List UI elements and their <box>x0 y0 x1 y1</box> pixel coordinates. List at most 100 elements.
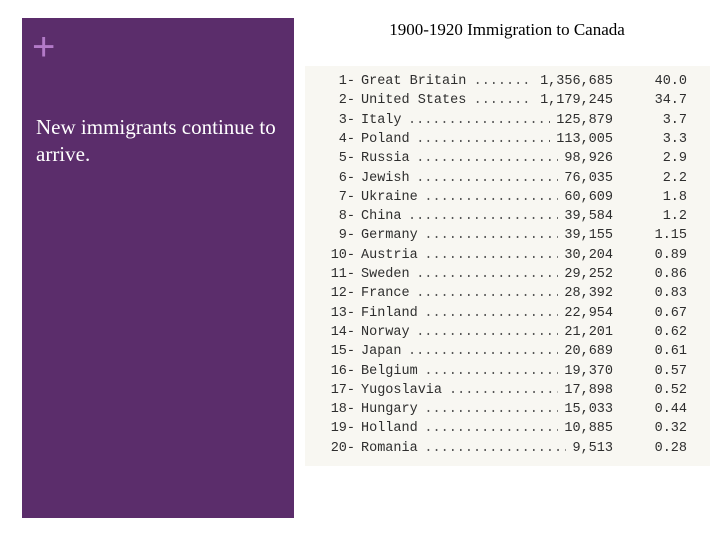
table-row: 8- China.............................. 39,… <box>305 209 710 228</box>
leader-dots: .............................. <box>416 170 558 186</box>
row-number: 6- <box>338 170 355 186</box>
country-name: Romania <box>361 440 418 456</box>
table-row: 13- Finland..............................… <box>305 306 710 325</box>
immigrant-count: 17,898 <box>564 382 613 398</box>
table-row: 17- Yugoslavia...........................… <box>305 383 710 402</box>
table-row: 16- Belgium..............................… <box>305 364 710 383</box>
table-row: 9- Germany.............................. 3… <box>305 228 710 247</box>
leader-dots: .............................. <box>416 151 558 167</box>
country-name: France <box>361 286 410 302</box>
row-number: 7- <box>338 189 355 205</box>
immigrant-count: 28,392 <box>564 286 613 302</box>
percentage: 3.3 <box>662 131 687 147</box>
percentage: 2.2 <box>662 170 687 186</box>
table-row: 6- Jewish.............................. 76… <box>305 171 710 190</box>
row-number: 13- <box>330 305 355 321</box>
country-name: China <box>361 209 402 225</box>
table-row: 14- Norway.............................. 2… <box>305 325 710 344</box>
country-name: Russia <box>361 151 410 167</box>
row-number: 9- <box>338 228 355 244</box>
table-row: 12- France.............................. 2… <box>305 286 710 305</box>
percentage: 0.62 <box>654 324 687 340</box>
leader-dots: .............................. <box>416 286 558 302</box>
row-number: 4- <box>338 131 355 147</box>
row-number: 14- <box>330 324 355 340</box>
percentage: 0.83 <box>654 286 687 302</box>
table-row: 19- Holland..............................… <box>305 421 710 440</box>
immigrant-count: 39,584 <box>564 209 613 225</box>
table-row: 7- Ukraine.............................. 6… <box>305 190 710 209</box>
table-row: 2- United States.........................… <box>305 93 710 112</box>
leader-dots: .............................. <box>408 344 558 360</box>
plus-icon: + <box>32 25 56 69</box>
percentage: 0.57 <box>654 363 687 379</box>
leader-dots: .............................. <box>408 209 558 225</box>
immigrant-count: 19,370 <box>564 363 613 379</box>
country-name: Poland <box>361 131 410 147</box>
table-row: 10- Austria..............................… <box>305 248 710 267</box>
immigrant-count: 60,609 <box>564 189 613 205</box>
body-text: New immigrants continue to arrive. <box>36 115 276 166</box>
leader-dots: .............................. <box>416 131 549 147</box>
percentage: 34.7 <box>654 93 687 109</box>
percentage: 1.8 <box>662 189 687 205</box>
table-row: 3- Italy.............................. 125… <box>305 113 710 132</box>
leader-dots: .............................. <box>424 402 557 418</box>
immigration-table: 1- Great Britain.........................… <box>305 66 710 466</box>
immigrant-count: 21,201 <box>564 324 613 340</box>
row-number: 1- <box>338 74 355 89</box>
leader-dots: .............................. <box>424 440 566 456</box>
country-name: United States <box>361 93 467 109</box>
leader-dots: .............................. <box>424 247 557 263</box>
row-number: 17- <box>330 382 355 398</box>
percentage: 0.89 <box>654 247 687 263</box>
immigrant-count: 15,033 <box>564 402 613 418</box>
row-number: 10- <box>330 247 355 263</box>
percentage: 0.67 <box>654 305 687 321</box>
country-name: Austria <box>361 247 418 263</box>
leader-dots: .............................. <box>449 382 558 398</box>
country-name: Japan <box>361 344 402 360</box>
percentage: 0.61 <box>654 344 687 360</box>
leader-dots: .............................. <box>473 74 534 89</box>
percentage: 0.44 <box>654 402 687 418</box>
immigrant-count: 9,513 <box>572 440 613 456</box>
immigrant-count: 10,885 <box>564 421 613 437</box>
leader-dots: .............................. <box>416 267 558 282</box>
table-row: 4- Poland.............................. 11… <box>305 132 710 151</box>
immigrant-count: 76,035 <box>564 170 613 186</box>
percentage: 3.7 <box>662 112 687 128</box>
percentage: 0.32 <box>654 421 687 437</box>
country-name: Belgium <box>361 363 418 379</box>
percentage: 1.15 <box>654 228 687 244</box>
row-number: 16- <box>330 363 355 379</box>
percentage: 0.28 <box>654 440 687 456</box>
country-name: Sweden <box>361 267 410 282</box>
leader-dots: .............................. <box>473 93 534 109</box>
slide-title: 1900-1920 Immigration to Canada <box>389 20 625 39</box>
percentage: 2.9 <box>662 151 687 167</box>
percentage: 0.86 <box>654 267 687 282</box>
immigrant-count: 125,879 <box>556 112 613 128</box>
country-name: Italy <box>361 112 402 128</box>
leader-dots: .............................. <box>424 189 557 205</box>
row-number: 11- <box>330 267 355 282</box>
leader-dots: .............................. <box>416 324 558 340</box>
row-number: 20- <box>330 440 355 456</box>
immigrant-count: 1,356,685 <box>540 74 613 89</box>
row-number: 3- <box>338 112 355 128</box>
row-number: 19- <box>330 421 355 437</box>
table-row: 1- Great Britain.........................… <box>305 74 710 93</box>
leader-dots: .............................. <box>424 305 557 321</box>
table-row: 11- Sweden.............................. 2… <box>305 267 710 286</box>
leader-dots: .............................. <box>408 112 550 128</box>
immigrant-count: 30,204 <box>564 247 613 263</box>
leader-dots: .............................. <box>424 363 557 379</box>
country-name: Finland <box>361 305 418 321</box>
country-name: Ukraine <box>361 189 418 205</box>
table-row: 15- Japan.............................. 20… <box>305 344 710 363</box>
immigrant-count: 22,954 <box>564 305 613 321</box>
row-number: 8- <box>338 209 355 225</box>
table-row: 20- Romania..............................… <box>305 441 710 460</box>
row-number: 12- <box>330 286 355 302</box>
